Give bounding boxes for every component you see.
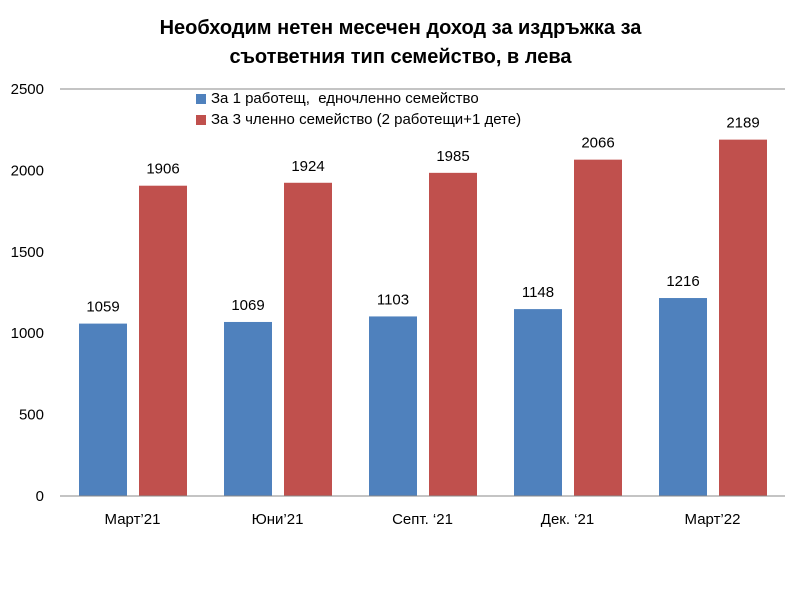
legend-swatch: [196, 93, 206, 104]
bar: [139, 185, 187, 497]
y-tick-label: 0: [36, 488, 44, 505]
title-line-2: съответния тип семейство, в лева: [229, 46, 572, 68]
bar: [284, 182, 332, 496]
data-label: 1216: [666, 273, 699, 290]
chart-title: Необходим нетен месечен доход за издръжк…: [0, 14, 801, 72]
data-label: 2066: [581, 135, 614, 152]
bar: [369, 316, 417, 496]
data-label: 1103: [377, 291, 409, 308]
y-tick-label: 1000: [11, 325, 44, 342]
title-line-1: Необходим нетен месечен доход за издръжк…: [159, 17, 642, 39]
data-label: 1059: [86, 299, 119, 316]
bar: [429, 172, 477, 497]
data-label: 1906: [146, 161, 179, 178]
bar: [719, 139, 767, 496]
y-tick-label: 500: [19, 407, 44, 424]
x-tick-label: Септ. ‘21: [392, 511, 453, 528]
data-label: 1924: [291, 158, 324, 175]
y-tick-label: 1500: [11, 244, 44, 261]
data-label: 1069: [231, 297, 264, 314]
y-tick-label: 2000: [11, 162, 44, 179]
bar: [659, 298, 707, 496]
bar: [79, 323, 127, 496]
y-tick-label: 2500: [11, 81, 44, 98]
x-tick-label: Дек. ‘21: [541, 511, 594, 528]
x-tick-label: Юни’21: [252, 511, 304, 528]
legend-label: За 3 членно семейство (2 работещи+1 дете…: [211, 111, 522, 128]
data-label: 1148: [522, 284, 554, 301]
data-label: 1985: [436, 148, 469, 165]
x-tick-label: Март’22: [685, 511, 741, 528]
legend-item-series-2: За 3 членно семейство (2 работещи+1 дете…: [196, 111, 521, 128]
legend-label: За 1 работещ, едночленно семейство: [211, 90, 479, 107]
x-tick-label: Март’21: [105, 511, 161, 528]
bar: [224, 321, 272, 496]
data-label: 2189: [726, 115, 759, 132]
bar: [514, 309, 562, 496]
legend-item-series-1: За 1 работещ, едночленно семейство: [196, 90, 479, 107]
bar: [574, 159, 622, 496]
legend-swatch: [196, 114, 206, 125]
